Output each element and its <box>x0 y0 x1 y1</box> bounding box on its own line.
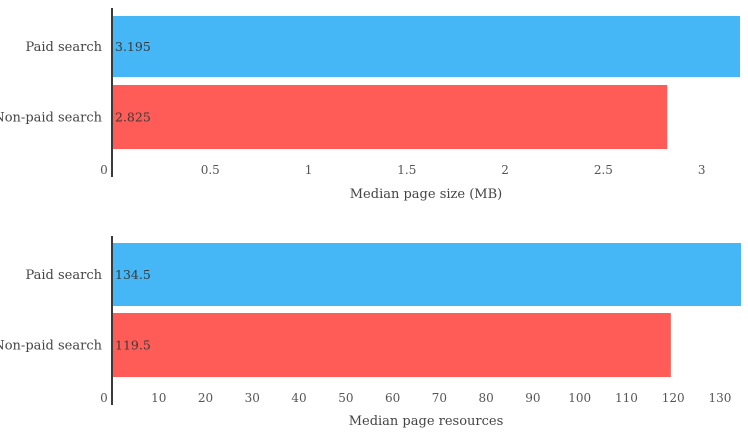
page-resources-axis-title: Median page resources <box>349 414 504 429</box>
page-resources-tick-label: 0 <box>100 391 108 405</box>
page-size-tick-label: 2.5 <box>594 163 613 177</box>
page-size-category-label-paid-search: Paid search <box>25 40 102 55</box>
page-size-bar-non-paid-search <box>112 85 668 149</box>
page-resources-category-label-non-paid-search: Non-paid search <box>0 339 103 354</box>
page-size-value-label-non-paid-search: 2.825 <box>115 110 151 125</box>
page-resources-tick-label: 120 <box>662 391 685 405</box>
page-resources-tick-label: 130 <box>709 391 732 405</box>
page-size-tick-label: 3 <box>698 163 706 177</box>
page-size-category-label-non-paid-search: Non-paid search <box>0 111 103 126</box>
page-resources-category-label-paid-search: Paid search <box>25 268 102 283</box>
page-resources-tick-label: 70 <box>432 391 447 405</box>
page-resources-value-label-paid-search: 134.5 <box>115 267 151 282</box>
page-resources-tick-label: 100 <box>568 391 591 405</box>
page-resources-tick-label: 10 <box>151 391 166 405</box>
page-resources-tick-label: 80 <box>478 391 493 405</box>
page-resources-tick-label: 60 <box>385 391 400 405</box>
page-resources-bar-paid-search <box>112 243 741 306</box>
page-resources-tick-label: 40 <box>291 391 306 405</box>
page-resources-tick-label: 20 <box>198 391 213 405</box>
page-size-tick-label: 2 <box>501 163 509 177</box>
page-size-value-label-paid-search: 3.195 <box>115 39 151 54</box>
page-resources-chart: Median page resources 134.5 Paid search 11… <box>0 236 741 429</box>
page-resources-tick-label: 110 <box>615 391 638 405</box>
page-size-tick-label: 1 <box>305 163 313 177</box>
page-size-axis-title: Median page size (MB) <box>350 187 502 202</box>
page-size-bar-paid-search <box>112 16 741 77</box>
page-resources-tick-label: 30 <box>245 391 260 405</box>
page-resources-bar-non-paid-search <box>112 313 671 377</box>
page-resources-value-label-non-paid-search: 119.5 <box>115 338 151 353</box>
page-resources-tick-label: 90 <box>525 391 540 405</box>
page-size-tick-label: 1.5 <box>397 163 416 177</box>
page-resources-tick-label: 50 <box>338 391 353 405</box>
page-size-tick-label: 0.5 <box>201 163 220 177</box>
page-size-tick-label: 0 <box>100 163 108 177</box>
page-size-chart: Median page size (MB) 3.195 Paid search 2.… <box>0 8 741 202</box>
